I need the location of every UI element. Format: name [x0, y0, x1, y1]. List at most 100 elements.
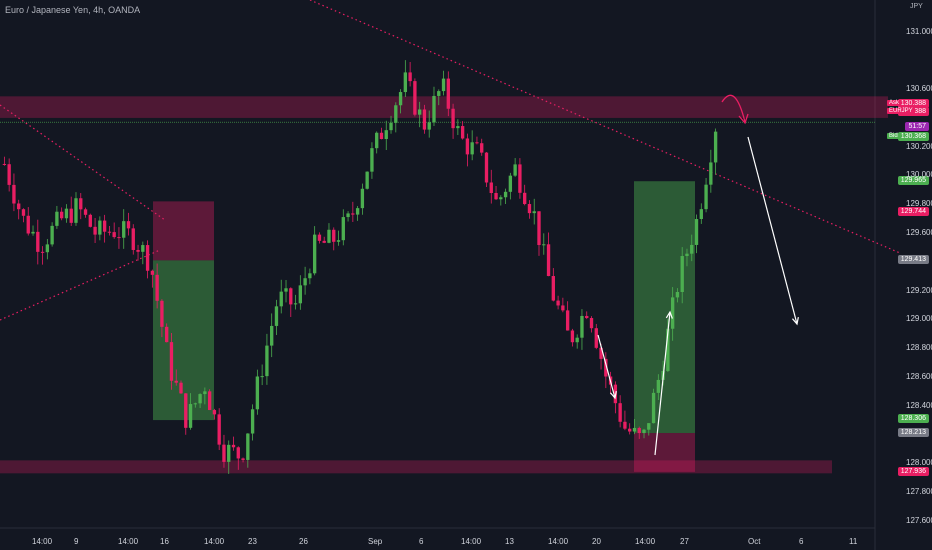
- candle-body: [451, 108, 455, 129]
- candle-body: [532, 211, 536, 214]
- candle-body: [460, 126, 465, 139]
- candle-body: [446, 78, 450, 109]
- candle-body: [17, 203, 21, 210]
- forecast-arrow-head: [792, 317, 799, 326]
- candle-body: [594, 328, 598, 348]
- candle-body: [260, 376, 264, 378]
- candle-body: [484, 152, 489, 183]
- price-tick-label: 129.200: [906, 285, 932, 295]
- price-tick-label: 130.600: [906, 84, 932, 94]
- candle-body: [527, 204, 532, 214]
- candle-body: [480, 143, 484, 153]
- price-tick-label: 128.400: [906, 400, 932, 410]
- candle-body: [241, 458, 245, 460]
- candle-body: [523, 192, 527, 205]
- time-tick-label: 14:00: [635, 537, 656, 546]
- candle-body: [236, 447, 240, 459]
- price-tag-value: 130.368: [900, 132, 926, 140]
- candle-body: [413, 81, 417, 115]
- candle-body: [556, 300, 560, 306]
- candle-body: [499, 197, 503, 200]
- candle-body: [422, 109, 427, 130]
- candle-body: [489, 182, 493, 194]
- candle-body: [64, 208, 69, 219]
- candle-body: [270, 325, 274, 346]
- candle-body: [394, 105, 398, 123]
- time-tick-label: Sep: [368, 537, 383, 546]
- candle-body: [565, 310, 570, 331]
- candle-body: [503, 191, 508, 198]
- price-tag-value: 130.388: [900, 99, 926, 107]
- time-tick-label: 6: [419, 537, 424, 546]
- price-tag: 129.744: [897, 207, 929, 217]
- candle-body: [31, 231, 35, 234]
- price-tag: 129.413: [897, 254, 929, 264]
- candle-body: [298, 285, 303, 304]
- time-tick-label: 13: [505, 537, 514, 546]
- candle-body: [303, 278, 307, 286]
- candle-body: [709, 162, 713, 185]
- candle-body: [212, 410, 217, 415]
- candle-body: [518, 164, 522, 193]
- candle-body: [666, 328, 670, 371]
- candle-body: [327, 229, 331, 243]
- candle-body: [45, 244, 50, 253]
- candle-body: [250, 409, 255, 434]
- candle-body: [322, 240, 326, 243]
- candle-body: [174, 380, 178, 383]
- candle-body: [198, 394, 202, 404]
- candle-body: [713, 131, 718, 163]
- candle-body: [217, 414, 221, 445]
- price-tag-label: EURJPY: [887, 108, 915, 115]
- time-tick-label: 14:00: [204, 537, 225, 546]
- chart-title: Euro / Japanese Yen, 4h, OANDA: [5, 5, 141, 15]
- candle-body: [227, 444, 231, 462]
- price-tick-label: 129.800: [906, 199, 932, 209]
- candle-body: [403, 72, 408, 93]
- candle-body: [546, 244, 551, 277]
- candle-body: [508, 175, 513, 192]
- candle-body: [179, 382, 183, 394]
- candle-body: [55, 211, 59, 226]
- candle-body: [26, 215, 30, 234]
- candle-body: [642, 429, 646, 434]
- time-tick-label: 27: [680, 537, 689, 546]
- price-tag-value: 129.965: [900, 176, 926, 184]
- time-tick-label: 11: [849, 537, 858, 546]
- candle-body: [537, 211, 541, 246]
- candle-body: [465, 138, 470, 155]
- candle-body: [117, 237, 121, 239]
- candle-body: [332, 229, 336, 242]
- candle-body: [408, 72, 412, 82]
- time-tick-label: 14:00: [32, 537, 53, 546]
- resistance-zone: [0, 96, 888, 118]
- reversal-curve-arrow-head: [738, 113, 749, 125]
- candle-body: [365, 171, 369, 189]
- price-tag-value: 51:57: [908, 123, 926, 131]
- candle-body: [193, 403, 197, 405]
- candle-body: [93, 226, 97, 235]
- price-tag-value: 128.306: [900, 415, 926, 423]
- short-stop-zone: [153, 201, 214, 261]
- candle-body: [685, 253, 689, 257]
- candle-body: [169, 342, 174, 381]
- candle-body: [375, 132, 379, 149]
- candle-body: [289, 288, 293, 305]
- candle-body: [637, 427, 641, 434]
- candle-body: [670, 297, 675, 329]
- candle-body: [79, 198, 83, 210]
- price-tag: 51:57: [905, 122, 929, 132]
- candle-body: [623, 421, 627, 429]
- candle-body: [150, 270, 155, 275]
- candle-body: [570, 330, 575, 343]
- price-tick-label: 127.600: [906, 515, 932, 525]
- price-tick-label: 130.200: [906, 141, 932, 151]
- drop-arrow: [597, 334, 616, 399]
- candle-body: [632, 427, 637, 432]
- candle-body: [12, 184, 16, 204]
- candle-body: [432, 95, 436, 123]
- candle-body: [585, 315, 589, 319]
- candle-body: [317, 234, 322, 241]
